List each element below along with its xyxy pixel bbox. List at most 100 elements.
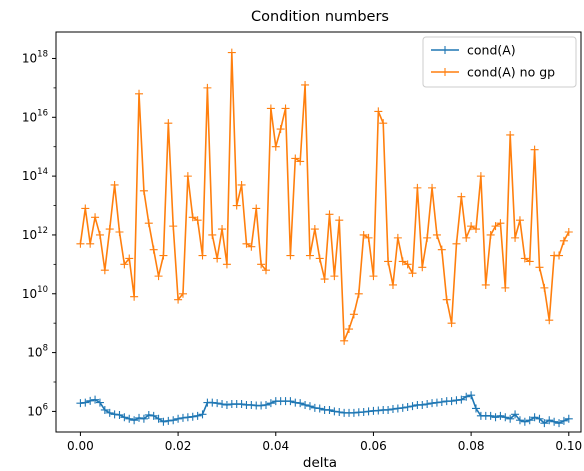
y-tick-label: 1016 — [22, 108, 48, 124]
data-point — [486, 411, 495, 420]
data-point — [149, 411, 158, 420]
data-point — [374, 107, 383, 116]
data-point — [86, 239, 95, 248]
data-point — [393, 233, 402, 242]
data-point — [301, 80, 310, 89]
y-tick-label: 1018 — [22, 49, 48, 65]
data-point — [555, 251, 564, 260]
data-point — [213, 399, 222, 408]
data-point — [540, 419, 549, 428]
data-point — [540, 283, 549, 292]
data-point — [491, 413, 500, 422]
data-point — [496, 219, 505, 228]
data-point — [218, 400, 227, 409]
legend-marker — [441, 46, 449, 54]
data-point — [354, 289, 363, 298]
data-point — [472, 225, 480, 234]
data-point — [403, 403, 412, 411]
legend-item: cond(A) no gp — [431, 65, 555, 80]
data-point — [227, 48, 236, 57]
data-point — [159, 251, 168, 260]
data-point — [447, 319, 456, 328]
data-point — [286, 251, 295, 260]
data-point — [349, 310, 358, 319]
data-point — [125, 414, 134, 423]
data-point — [555, 419, 564, 428]
legend: cond(A) cond(A) no gp — [422, 36, 577, 88]
data-point — [467, 222, 476, 231]
data-point — [237, 180, 246, 189]
data-point — [218, 225, 227, 234]
data-point — [418, 263, 427, 272]
data-point — [198, 251, 207, 260]
data-point — [262, 266, 270, 275]
data-point — [486, 230, 495, 239]
data-point — [359, 408, 368, 416]
legend-item: cond(A) — [431, 43, 516, 58]
data-point — [364, 407, 373, 416]
data-point — [281, 104, 290, 113]
data-point — [481, 280, 490, 289]
data-point — [388, 405, 397, 414]
data-point — [511, 233, 520, 242]
data-point — [257, 260, 266, 269]
data-point — [188, 412, 197, 421]
data-point — [442, 295, 451, 304]
data-point — [506, 130, 515, 139]
x-tick-label: 0.06 — [360, 439, 387, 453]
data-point — [428, 399, 437, 408]
y-tick-label: 1014 — [22, 167, 48, 183]
data-point — [437, 245, 446, 254]
data-point — [178, 289, 187, 298]
data-point — [169, 416, 178, 425]
x-tick-label: 0.02 — [165, 439, 192, 453]
data-point — [130, 292, 139, 301]
data-point — [564, 228, 573, 236]
data-point — [305, 402, 314, 411]
data-point — [86, 396, 95, 405]
data-point — [291, 154, 300, 163]
data-point — [247, 242, 256, 251]
data-point — [398, 403, 407, 412]
data-point — [203, 83, 212, 92]
data-point — [418, 400, 427, 409]
data-point — [154, 414, 163, 423]
data-point — [462, 392, 471, 401]
data-point — [95, 230, 104, 239]
data-point — [100, 405, 109, 414]
data-point — [115, 228, 124, 236]
data-point — [252, 204, 261, 213]
data-point — [232, 201, 241, 210]
data-point — [81, 398, 90, 407]
data-point — [115, 410, 124, 419]
data-point — [144, 219, 153, 228]
data-point — [286, 397, 295, 406]
ticks-layer: 0.00 0.02 0.04 0.06 0.08 0.10 106 108 1010 1012 10… — [22, 49, 582, 453]
data-point — [413, 183, 422, 192]
data-point — [384, 405, 393, 414]
data-point — [208, 230, 217, 239]
legend-label: cond(A) — [467, 43, 516, 58]
data-point — [193, 216, 202, 225]
data-point — [276, 125, 285, 134]
legend-marker — [441, 68, 449, 76]
data-point — [266, 104, 275, 113]
data-point — [193, 411, 202, 420]
data-point — [154, 272, 163, 281]
data-point — [545, 316, 554, 325]
data-point — [506, 414, 515, 423]
data-point — [110, 410, 119, 419]
data-point — [564, 414, 573, 423]
data-point — [388, 280, 397, 289]
data-point — [447, 397, 456, 406]
data-point — [178, 413, 187, 422]
data-point — [144, 410, 153, 419]
x-tick-label: 0.10 — [555, 439, 582, 453]
data-point — [76, 399, 85, 408]
data-point — [428, 183, 437, 192]
data-point — [120, 413, 129, 422]
data-point — [359, 230, 368, 239]
data-point — [135, 89, 144, 98]
data-point — [315, 404, 324, 413]
data-point — [222, 260, 231, 269]
